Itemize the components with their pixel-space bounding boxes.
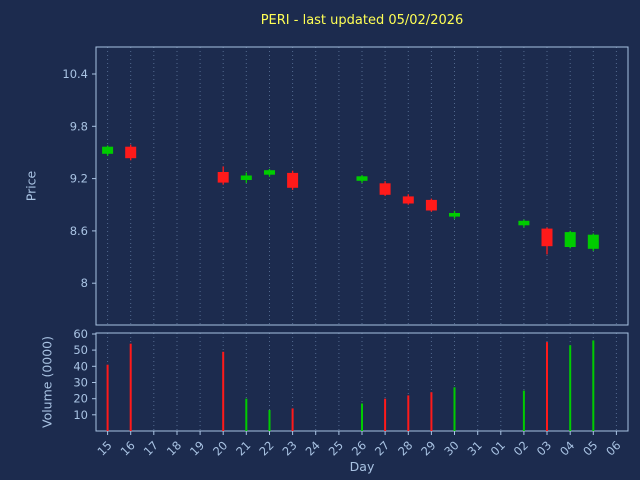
x-tick-label: 19 — [187, 438, 207, 458]
x-tick-label: 22 — [256, 438, 276, 458]
candle-body-28 — [402, 196, 414, 204]
x-tick-label: 06 — [603, 438, 623, 458]
x-axis-label: Day — [349, 459, 375, 474]
volume-tick-label: 30 — [73, 376, 88, 390]
price-panel-frame — [95, 46, 629, 326]
x-tick-label: 16 — [118, 438, 138, 458]
volume-tick-label: 60 — [73, 327, 88, 341]
volume-bar-03 — [546, 342, 548, 431]
x-tick-label: 28 — [395, 438, 415, 458]
x-tick-label: 25 — [326, 438, 346, 458]
candle-body-30 — [449, 213, 460, 217]
candle-body-02 — [518, 220, 530, 226]
x-tick-label: 02 — [511, 438, 531, 458]
candle-body-23 — [287, 172, 299, 188]
volume-bar-26 — [361, 403, 363, 431]
volume-tick-label: 50 — [73, 343, 88, 357]
volume-axis-label: Volume (0000) — [39, 335, 55, 429]
price-tick-label: 8 — [81, 276, 88, 290]
candle-body-20 — [217, 172, 229, 183]
candle-body-21 — [240, 175, 252, 180]
price-tick-label: 9.2 — [70, 172, 88, 186]
volume-tick-label: 40 — [73, 359, 88, 373]
x-tick-label: 04 — [557, 438, 577, 458]
volume-bar-05 — [592, 340, 595, 431]
chart-title: PERI - last updated 05/02/2026 — [260, 13, 464, 28]
x-tick-label: 31 — [465, 438, 485, 458]
volume-bar-23 — [291, 408, 294, 431]
x-tick-label: 17 — [141, 438, 161, 458]
volume-bar-29 — [430, 392, 433, 431]
x-tick-label: 18 — [164, 438, 184, 458]
candle-body-22 — [264, 170, 275, 175]
candle-body-26 — [356, 176, 368, 181]
volume-bar-16 — [129, 343, 132, 431]
volume-bar-30 — [453, 387, 456, 431]
candle-body-15 — [102, 146, 114, 154]
x-tick-label: 27 — [372, 438, 392, 458]
candle-body-05 — [587, 234, 599, 249]
x-tick-label: 05 — [580, 438, 600, 458]
x-tick-label: 01 — [488, 438, 508, 458]
volume-bar-27 — [384, 398, 387, 431]
x-tick-label: 21 — [233, 438, 253, 458]
candle-body-16 — [125, 146, 137, 159]
x-tick-label: 03 — [534, 438, 554, 458]
x-tick-label: 29 — [418, 438, 438, 458]
volume-bar-22 — [268, 410, 271, 431]
volume-bar-21 — [245, 398, 248, 431]
price-axis-label: Price — [23, 170, 39, 202]
volume-bar-20 — [222, 351, 225, 431]
price-tick-label: 9.8 — [70, 119, 88, 133]
x-tick-label: 26 — [349, 438, 369, 458]
price-tick-label: 10.4 — [62, 67, 88, 81]
volume-bar-04 — [569, 345, 572, 431]
volume-bar-28 — [407, 395, 410, 431]
candle-body-27 — [379, 183, 391, 195]
volume-bar-02 — [522, 390, 525, 431]
candle-body-04 — [564, 232, 576, 248]
x-tick-label: 24 — [303, 438, 323, 458]
candle-body-29 — [425, 199, 437, 211]
volume-tick-label: 20 — [73, 392, 88, 406]
price-tick-label: 8.6 — [70, 224, 88, 238]
x-tick-label: 15 — [94, 438, 114, 458]
volume-tick-label: 10 — [73, 408, 88, 422]
volume-bar-15 — [106, 364, 109, 431]
x-tick-label: 23 — [279, 438, 299, 458]
x-tick-label: 20 — [210, 438, 230, 458]
x-tick-label: 30 — [441, 438, 461, 458]
candle-body-03 — [541, 228, 553, 247]
